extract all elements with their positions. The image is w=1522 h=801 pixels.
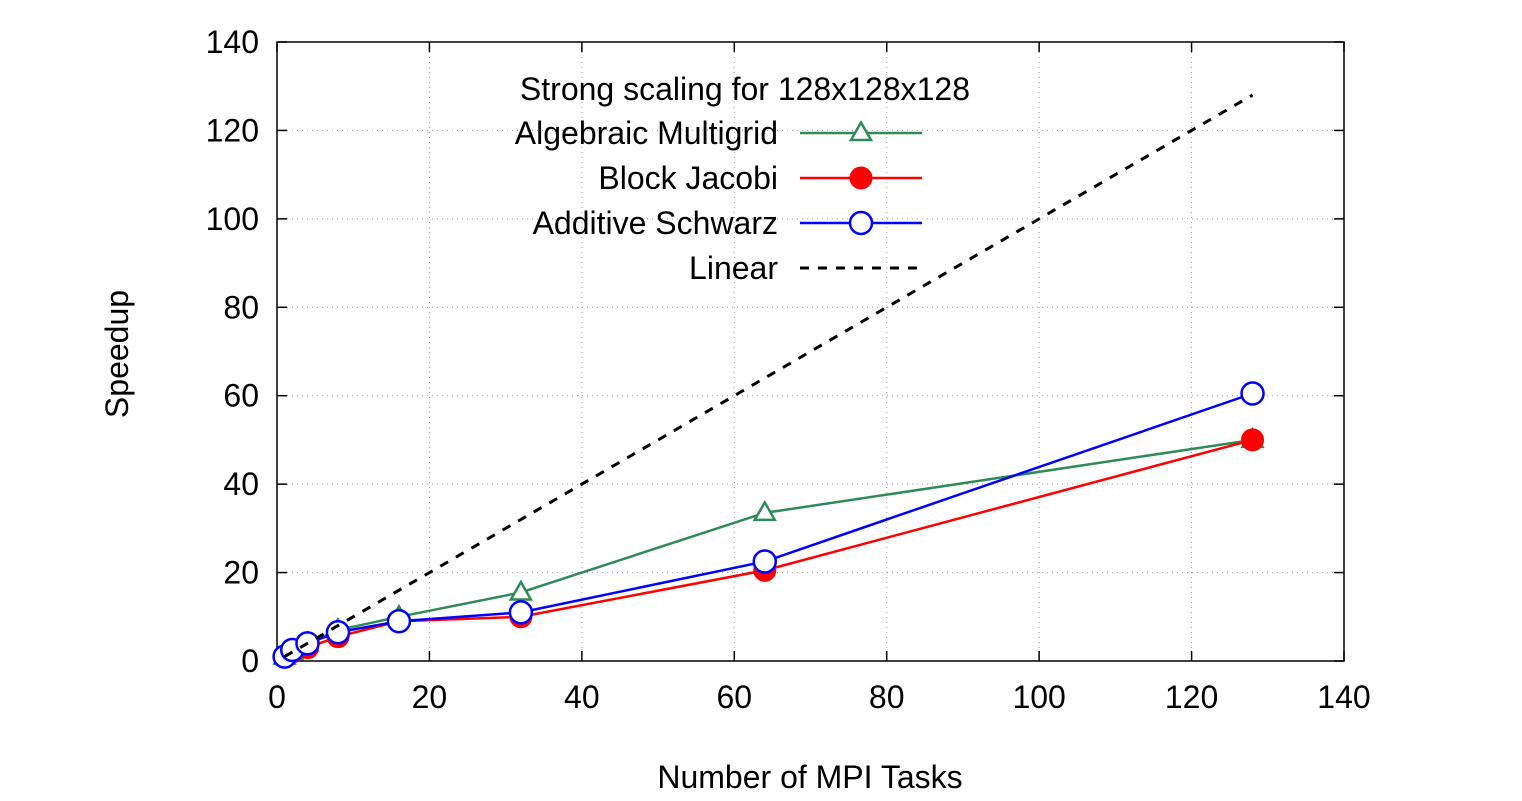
- data-point-additive-schwarz: [1240, 381, 1265, 406]
- legend-marker-block-jacobi: [849, 166, 873, 190]
- x-tick-label: 20: [412, 679, 448, 715]
- grid: [277, 42, 1344, 661]
- data-point-additive-schwarz: [752, 549, 778, 574]
- legend-item-block-jacobi: Block Jacobi: [598, 160, 922, 196]
- x-tick-label: 120: [1165, 679, 1218, 715]
- data-point-additive-schwarz: [386, 608, 412, 634]
- series-algebraic-multigrid: [272, 426, 1265, 665]
- x-tick-label: 80: [869, 679, 905, 715]
- series-block-jacobi: [273, 428, 1265, 669]
- x-tick-label: 0: [268, 679, 286, 715]
- series-additive-schwarz: [272, 381, 1265, 669]
- series-line-linear: [283, 93, 1254, 658]
- data-point-block-jacobi: [1241, 428, 1265, 452]
- legend-marker-algebraic-multigrid: [848, 119, 874, 142]
- legend-item-algebraic-multigrid: Algebraic Multigrid: [515, 115, 922, 151]
- y-tick-label: 80: [223, 289, 259, 325]
- x-tick-label: 140: [1317, 679, 1370, 715]
- data-point-algebraic-multigrid: [752, 499, 777, 522]
- y-tick-label: 20: [223, 555, 259, 591]
- legend: Strong scaling for 128x128x128 Algebraic…: [515, 71, 970, 286]
- series-linear: [283, 93, 1254, 658]
- series-group: [272, 93, 1265, 669]
- axes: 0 20 40 60 80 100 120 140 0 20 40 60 80 100 120 140: [206, 24, 1371, 715]
- x-tick-label: 100: [1012, 679, 1065, 715]
- y-tick-label: 0: [241, 643, 259, 679]
- y-tick-label: 60: [223, 378, 259, 414]
- data-point-algebraic-multigrid: [508, 579, 534, 601]
- legend-label-linear: Linear: [689, 250, 778, 286]
- y-tick-label: 40: [223, 466, 259, 502]
- x-axis-title: Number of MPI Tasks: [657, 759, 962, 795]
- legend-label-additive-schwarz: Additive Schwarz: [533, 205, 778, 241]
- legend-label-block-jacobi: Block Jacobi: [598, 160, 778, 196]
- y-axis-title: Speedup: [99, 290, 135, 418]
- legend-item-linear: Linear: [689, 250, 922, 286]
- y-tick-label: 120: [206, 112, 259, 148]
- x-tick-label: 60: [716, 679, 752, 715]
- legend-marker-additive-schwarz: [848, 210, 874, 236]
- data-point-additive-schwarz: [325, 620, 351, 645]
- legend-label-algebraic-multigrid: Algebraic Multigrid: [515, 115, 778, 151]
- y-tick-label: 140: [206, 24, 259, 60]
- chart-title: Strong scaling for 128x128x128: [520, 71, 970, 107]
- legend-item-additive-schwarz: Additive Schwarz: [533, 205, 922, 241]
- x-tick-label: 40: [564, 679, 600, 715]
- data-point-additive-schwarz: [508, 600, 534, 625]
- plot-frame: [276, 41, 1345, 662]
- y-tick-label: 100: [206, 201, 259, 237]
